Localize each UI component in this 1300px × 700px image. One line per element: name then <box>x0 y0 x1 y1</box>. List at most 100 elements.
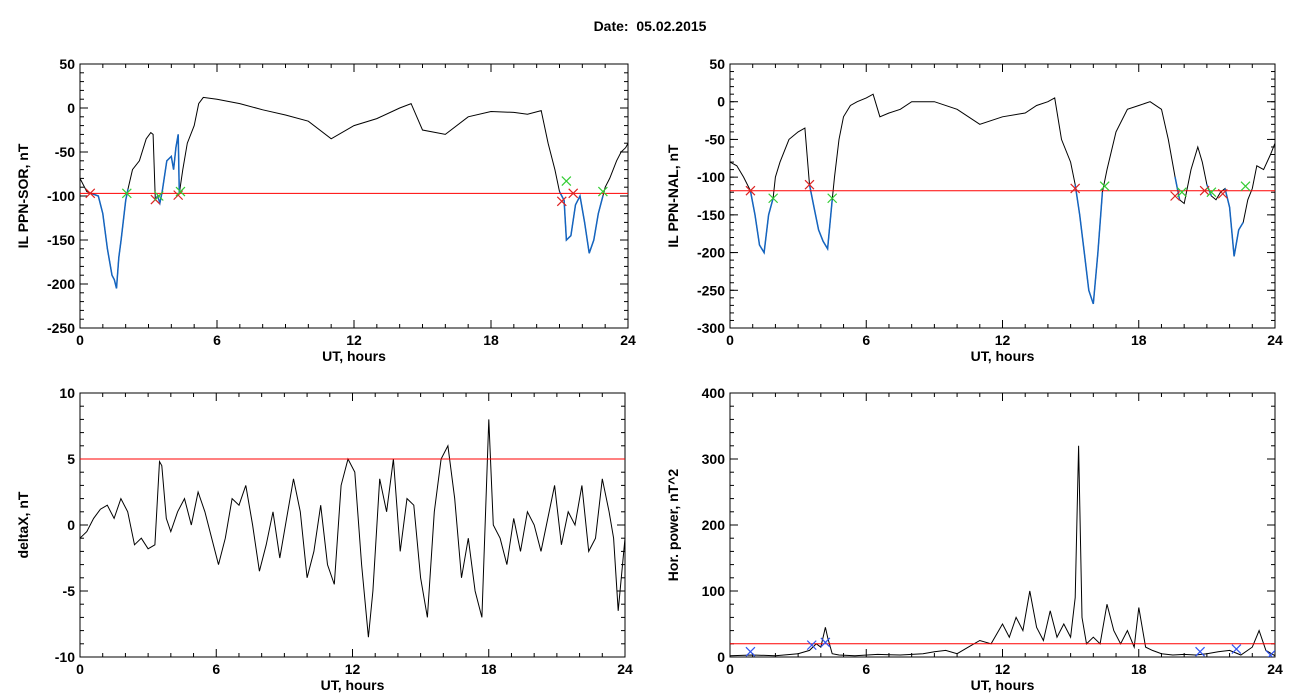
y-tick-label: 5 <box>67 451 75 467</box>
date-label: Date: <box>593 18 629 34</box>
event-marker-end <box>1170 191 1181 201</box>
figure-title: Date: 05.02.2015 <box>0 18 1300 34</box>
event-marker-start <box>1176 187 1187 198</box>
event-marker-start <box>153 191 164 201</box>
y-tick-label: -5 <box>63 583 76 599</box>
y-tick-label: 0 <box>717 94 725 110</box>
y-axis-label: IL PPN-NAL, nT <box>665 144 681 248</box>
y-tick-label: -200 <box>697 245 725 261</box>
event-segment <box>1224 188 1244 257</box>
y-tick-label: 0 <box>67 100 75 116</box>
x-tick-label: 18 <box>1131 332 1147 348</box>
event-segment <box>749 190 774 255</box>
x-tick-label: 6 <box>213 332 221 348</box>
plot-area <box>730 445 1275 657</box>
x-tick-label: 18 <box>483 332 499 348</box>
x-tick-label: 12 <box>346 332 362 348</box>
x-tick-label: 6 <box>862 661 870 677</box>
event-marker-end <box>804 179 815 190</box>
y-tick-label: -100 <box>697 169 725 185</box>
event-marker-end <box>745 185 756 196</box>
x-tick-label: 18 <box>481 661 497 677</box>
x-tick-label: 12 <box>995 332 1011 348</box>
y-tick-label: 100 <box>702 583 726 599</box>
data-line <box>730 445 1275 657</box>
plot-frame <box>729 392 1276 658</box>
y-tick-label: 0 <box>67 517 75 533</box>
event-segment <box>808 184 833 252</box>
x-axis-label: UT, hours <box>971 677 1035 693</box>
panel-il-ppn-nal: 0 6 12 18 24 50 0 -50 -100 -150 -200 -250 -300 UT, ho… <box>665 56 1283 364</box>
y-tick-label: -250 <box>47 320 75 336</box>
event-marker-end <box>85 188 96 199</box>
y-tick-label: -150 <box>47 232 75 248</box>
event-segment <box>91 188 129 289</box>
data-line <box>730 93 1275 305</box>
y-axis-label: Hor. power, nT^2 <box>665 469 681 582</box>
y-tick-label: -50 <box>55 144 75 160</box>
event-marker-blue <box>806 640 817 651</box>
y-tick-label: -300 <box>697 320 725 336</box>
x-tick-label: 0 <box>76 661 84 677</box>
x-tick-label: 12 <box>345 661 361 677</box>
y-tick-label: -250 <box>697 282 725 298</box>
event-segment <box>558 191 604 254</box>
event-marker-end <box>1070 183 1081 194</box>
y-tick-label: 200 <box>702 517 726 533</box>
event-segment <box>1074 184 1104 305</box>
x-tick-label: 24 <box>620 332 636 348</box>
x-tick-label: 12 <box>995 661 1011 677</box>
plot-area <box>730 93 1275 305</box>
x-tick-label: 18 <box>1131 661 1147 677</box>
x-tick-label: 0 <box>726 332 734 348</box>
x-tick-label: 0 <box>76 332 84 348</box>
event-marker-start <box>175 186 186 197</box>
event-marker-start <box>768 193 779 204</box>
x-tick-label: 24 <box>617 661 633 677</box>
x-tick-label: 6 <box>212 661 220 677</box>
y-tick-label: 50 <box>709 56 725 72</box>
event-marker-blue <box>745 646 756 657</box>
event-marker-end <box>556 196 567 207</box>
event-marker-start <box>597 186 608 197</box>
event-marker-blue <box>1195 646 1205 657</box>
x-axis-label: UT, hours <box>322 348 386 364</box>
date-value: 05.02.2015 <box>636 18 707 34</box>
y-axis-label: deltaX, nT <box>15 491 31 558</box>
plot-frame <box>79 392 626 658</box>
x-axis-label: UT, hours <box>321 677 385 693</box>
y-tick-label: 300 <box>702 451 726 467</box>
event-marker-end <box>568 188 579 199</box>
plot-area <box>80 419 625 638</box>
x-tick-label: 24 <box>1267 661 1283 677</box>
event-marker-start <box>827 193 838 204</box>
panel-deltax: 0 6 12 18 24 10 5 0 -5 -10 UT, hours deltaX, nT <box>15 385 633 693</box>
data-line <box>80 419 625 638</box>
y-tick-label: -100 <box>47 188 75 204</box>
y-tick-label: -50 <box>705 131 725 147</box>
event-marker-start <box>121 188 132 199</box>
y-tick-label: 0 <box>717 649 725 665</box>
plot-area <box>80 96 628 289</box>
x-axis-label: UT, hours <box>971 348 1035 364</box>
y-tick-label: -200 <box>47 276 75 292</box>
event-marker-blue <box>1265 650 1275 657</box>
x-tick-label: 24 <box>1267 332 1283 348</box>
y-tick-label: -150 <box>697 207 725 223</box>
event-marker-end <box>1217 188 1228 199</box>
event-marker-blue <box>820 637 831 648</box>
y-tick-label: 50 <box>59 56 75 72</box>
event-marker-start <box>561 176 572 186</box>
x-tick-label: 6 <box>862 332 870 348</box>
event-marker-blue <box>1231 644 1242 655</box>
x-tick-label: 0 <box>726 661 734 677</box>
y-tick-label: 400 <box>702 385 726 401</box>
panel-il-ppn-sor: 0 6 12 18 24 50 0 -50 -100 -150 -200 -250 UT, hours I… <box>15 56 636 364</box>
panel-hor-power: 0 6 12 18 24 400 300 200 100 0 UT, hours Hor. power… <box>665 385 1283 693</box>
event-segment <box>154 134 181 206</box>
plot-frame <box>79 63 629 329</box>
y-tick-label: -10 <box>55 649 75 665</box>
event-marker-start <box>1240 181 1251 192</box>
event-marker-start <box>1206 187 1217 198</box>
